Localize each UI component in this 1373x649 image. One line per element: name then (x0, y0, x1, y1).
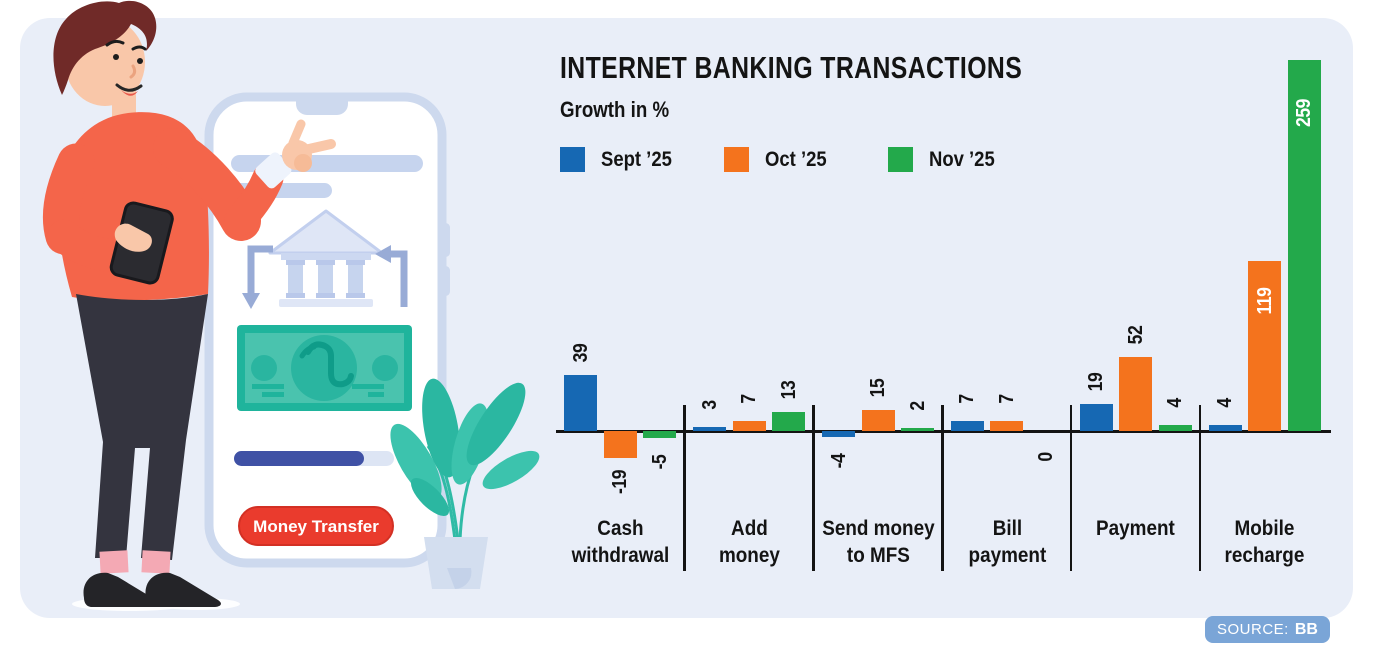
plant (390, 378, 540, 589)
banknote-icon (237, 325, 412, 411)
value-label-sept-25-mobile-recharge: 4 (1213, 398, 1236, 408)
down-arrow-icon (242, 245, 273, 309)
value-label-nov-25-add-money: 13 (777, 381, 800, 400)
person-hair (53, 0, 157, 95)
value-label-oct-25-payment: 52 (1124, 325, 1147, 344)
person-pants (76, 294, 208, 560)
left-up-arrow-icon (375, 245, 408, 307)
legend-label-oct: Oct ’25 (765, 147, 827, 171)
value-label-oct-25-cash-withdrawal: -19 (608, 470, 631, 495)
bar-oct-25-payment (1119, 356, 1153, 431)
person (42, 0, 336, 611)
bar-sept-25-bill-payment (950, 420, 984, 431)
value-label-oct-25-mobile-recharge: 119 (1253, 287, 1276, 315)
value-label-oct-25-bill-payment: 7 (995, 394, 1018, 404)
bar-sept-25-payment (1079, 403, 1113, 431)
bar-oct-25-bill-payment (990, 420, 1024, 431)
bar-nov-25-send-money-to-mfs (901, 428, 935, 431)
bar-oct-25-mobile-recharge (1248, 260, 1282, 431)
category-label-add-money: Add money (718, 517, 780, 567)
value-label-nov-25-mobile-recharge: 259 (1292, 98, 1315, 127)
source-value: BB (1294, 620, 1318, 638)
bar-oct-25-send-money-to-mfs (861, 409, 895, 431)
category-separator (683, 405, 686, 571)
holding-hand (114, 223, 152, 252)
bar-oct-25-add-money (732, 420, 766, 431)
bar-nov-25-mobile-recharge (1287, 59, 1321, 431)
legend-label-nov: Nov ’25 (929, 147, 995, 171)
bar-sept-25-add-money (693, 426, 727, 431)
legend-swatch-sept (560, 147, 585, 172)
legend-item-sept: Sept ’25 (560, 147, 724, 172)
taka-symbol-icon (305, 341, 354, 388)
plot-area: 39 -19 -5 Cash withdrawal 3 7 13 Add money -4 15 2 Se… (556, 59, 1331, 571)
bar-nov-25-payment (1158, 425, 1192, 431)
category-label-cash-withdrawal: Cash withdrawal (571, 517, 670, 567)
category-label-bill-payment: Bill payment (968, 517, 1046, 567)
value-label-sept-25-cash-withdrawal: 39 (569, 343, 592, 363)
chart-title: INTERNET BANKING TRANSACTIONS (560, 50, 1023, 85)
category-label-payment: Payment (1096, 517, 1176, 540)
value-label-sept-25-payment: 19 (1084, 372, 1107, 392)
value-label-sept-25-send-money-to-mfs: -4 (827, 453, 850, 469)
value-label-sept-25-add-money: 3 (698, 400, 721, 410)
progress-bar (234, 451, 394, 466)
category-separator (1069, 405, 1073, 571)
value-label-oct-25-add-money: 7 (737, 394, 760, 404)
plant-pot (424, 537, 488, 589)
shoe-icon (145, 572, 221, 607)
bar-nov-25-cash-withdrawal (643, 431, 677, 439)
phone-notch-icon (296, 99, 348, 115)
value-label-sept-25-bill-payment: 7 (955, 394, 978, 404)
value-label-nov-25-bill-payment: 0 (1034, 452, 1057, 462)
legend-swatch-nov (888, 147, 913, 172)
pointing-hand (282, 119, 336, 172)
category-separator (1198, 405, 1202, 571)
category-separator (812, 405, 815, 571)
bar-sept-25-send-money-to-mfs (822, 431, 856, 437)
category-separator (941, 405, 944, 571)
legend: Sept ’25 Oct ’25 Nov ’25 (560, 147, 1052, 172)
legend-label-sept: Sept ’25 (601, 147, 672, 171)
source-badge: SOURCE: BB (1205, 616, 1330, 643)
value-label-nov-25-payment: 4 (1163, 398, 1186, 408)
x-axis-line (556, 430, 1331, 433)
category-label-send-money-to-mfs: Send money to MFS (821, 517, 935, 567)
value-label-nov-25-send-money-to-mfs: 2 (906, 401, 929, 411)
shoe-icon (83, 572, 159, 607)
money-transfer-button: Money Transfer (238, 506, 394, 546)
legend-swatch-oct (724, 147, 749, 172)
person-head (53, 0, 157, 106)
value-label-nov-25-cash-withdrawal: -5 (648, 454, 671, 470)
bar-sept-25-cash-withdrawal (564, 375, 598, 431)
legend-item-nov: Nov ’25 (888, 147, 1052, 172)
chart-subtitle: Growth in % (560, 97, 670, 122)
source-label: SOURCE: (1217, 621, 1289, 638)
value-label-oct-25-send-money-to-mfs: 15 (866, 378, 889, 397)
bar-sept-25-mobile-recharge (1208, 425, 1242, 431)
bank-icon (268, 209, 384, 307)
legend-item-oct: Oct ’25 (724, 147, 888, 172)
bar-oct-25-cash-withdrawal (603, 431, 637, 459)
money-transfer-illustration: Money Transfer (42, 0, 540, 611)
category-label-mobile-recharge: Mobile recharge (1224, 517, 1305, 567)
bar-nov-25-add-money (772, 412, 806, 431)
money-transfer-button-label: Money Transfer (253, 517, 379, 536)
